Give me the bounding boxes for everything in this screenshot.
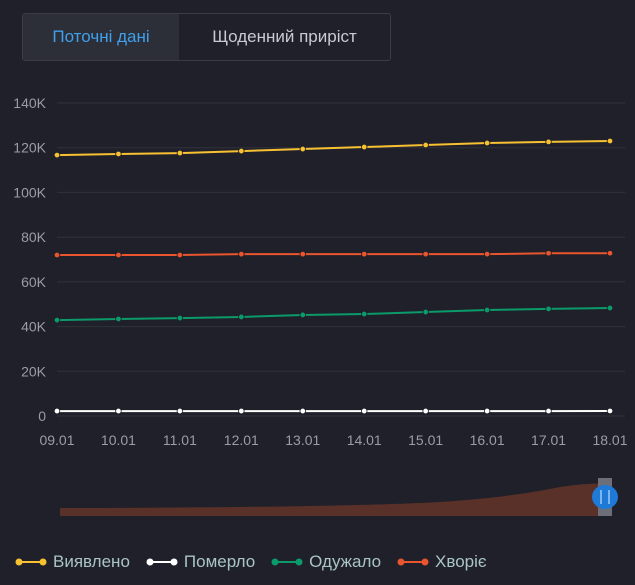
y-tick-label: 60K [21,274,47,290]
data-point [422,308,429,316]
y-tick-label: 120K [13,140,46,156]
data-point [176,407,184,415]
series-line [56,307,611,322]
x-tick-label: 10.01 [101,432,136,448]
tab-daily-growth[interactable]: Щоденний приріст [212,27,357,46]
data-point [238,407,245,415]
data-point [238,250,245,258]
y-tick-label: 40K [21,319,47,335]
x-tick-label: 16.01 [470,432,505,448]
legend-marker-icon [271,558,303,566]
legend-label: Хворіє [435,552,487,571]
legend-item[interactable]: Одужало [271,552,381,572]
data-point [422,141,429,149]
y-tick-label: 0 [38,408,46,424]
legend-item[interactable]: Виявлено [15,552,130,572]
data-point [115,407,122,415]
data-point [299,145,306,153]
series-line [57,252,610,257]
legend-marker-icon [397,558,429,566]
x-tick-label: 18.01 [592,432,627,448]
legend-marker-icon [146,558,178,566]
data-point [422,407,429,415]
legend-label: Померло [183,552,256,571]
y-tick-label: 100K [13,184,46,200]
data-point [53,407,61,415]
data-point [545,138,552,146]
y-tick-label: 80K [21,229,47,245]
data-point [53,251,61,259]
data-point [606,137,614,145]
data-point [238,147,245,155]
data-point [176,251,184,259]
data-point [361,143,368,151]
data-point [483,407,491,415]
data-point [299,407,306,415]
x-tick-label: 12.01 [224,432,259,448]
data-point [361,250,368,258]
data-point [53,151,61,159]
y-tick-label: 140K [13,95,46,111]
data-point [545,407,552,415]
data-point [606,407,614,415]
view-tabs: Поточні дані Щоденний приріст [22,13,391,61]
legend-label: Одужало [309,552,382,571]
x-tick-label: 11.01 [163,432,197,448]
legend-item[interactable]: Хворіє [397,552,487,572]
y-tick-label: 20K [21,363,47,379]
legend-label: Виявлено [53,552,130,571]
data-point [176,314,184,322]
data-point [361,310,368,318]
data-point [115,150,122,158]
data-point [238,313,245,321]
data-point [176,149,184,157]
data-point [361,407,368,415]
legend: Виявлено Померло Одужало Хворіє [15,552,487,572]
series-line [56,140,611,157]
data-point [115,251,122,259]
data-point [483,306,491,314]
data-point [606,304,614,312]
data-point [483,139,491,147]
data-point [422,250,429,258]
data-point [545,305,552,313]
legend-item[interactable]: Померло [146,552,255,572]
x-tick-label: 15.01 [408,432,443,448]
overview-area [60,483,605,516]
x-tick-label: 13.01 [285,432,320,448]
data-point [299,250,306,258]
x-tick-label: 14.01 [347,432,382,448]
data-point [53,316,61,324]
tab-current-data[interactable]: Поточні дані [23,14,179,60]
slider-handle[interactable] [592,485,618,509]
data-point [606,250,614,257]
data-point [115,315,122,323]
x-tick-label: 09.01 [39,432,74,448]
data-point [299,311,306,319]
x-tick-label: 17.01 [531,432,566,448]
data-point [483,250,491,258]
legend-marker-icon [15,558,47,566]
data-point [545,250,552,257]
